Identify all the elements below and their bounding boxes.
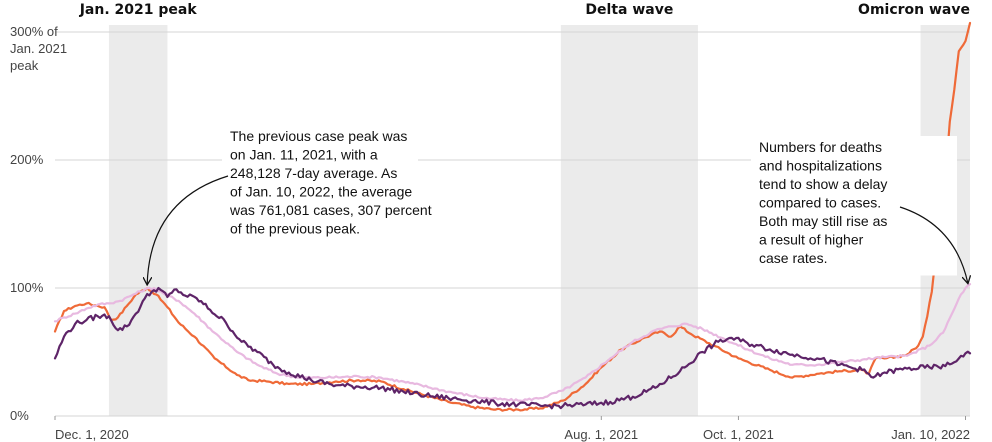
annotation-text: a result of higher	[759, 232, 864, 248]
x-tick-label: Dec. 1, 2020	[55, 427, 129, 442]
y-tick-label: 200%	[10, 152, 44, 167]
annotation-arrow	[147, 175, 229, 284]
y-tick-label: 100%	[10, 280, 44, 295]
wave-band	[560, 25, 698, 416]
annotation-box	[222, 125, 418, 246]
y-tick-label: 300% of	[10, 24, 58, 39]
annotation-text: and hospitalizations	[759, 158, 882, 174]
annotation-box	[751, 136, 957, 276]
wave-bands: Jan. 2021 peak Delta wave Omicron wave	[79, 2, 970, 416]
axis-labels: 0% 100% 200% 300% of Jan. 2021 peak Dec. 1, 20…	[10, 24, 970, 442]
annotation-text: 248,128 7-day average. As	[230, 165, 397, 181]
series-lines	[53, 21, 972, 412]
annotation-text: The previous case peak was	[230, 128, 407, 144]
y-tick-label: 0%	[10, 408, 29, 423]
annotation-arrow	[899, 206, 968, 283]
series-line	[53, 283, 972, 403]
annotation-text: Numbers for deaths	[759, 139, 882, 155]
annotation-text: of the previous peak.	[230, 221, 360, 237]
y-unit-label: Jan. 2021	[10, 41, 67, 56]
x-tick-label: Oct. 1, 2021	[703, 427, 774, 442]
annotation-text: Both may still rise as	[759, 213, 887, 229]
x-tick-label: Aug. 1, 2021	[564, 427, 638, 442]
annotation-text: case rates.	[759, 250, 827, 266]
y-unit-label: peak	[10, 58, 39, 73]
wave-label: Omicron wave	[858, 2, 970, 18]
series-line	[53, 286, 972, 410]
annotation-text: compared to cases.	[759, 195, 881, 211]
wave-band	[108, 25, 168, 416]
series-line	[53, 21, 972, 412]
annotations: The previous case peak was on Jan. 11, 20…	[147, 125, 968, 284]
x-tick-label: Jan. 10, 2022	[891, 427, 970, 442]
annotation-text: tend to show a delay	[759, 176, 887, 192]
annotation-text: on Jan. 11, 2021, with a	[230, 147, 378, 163]
wave-label: Jan. 2021 peak	[79, 2, 198, 18]
annotation-text: of Jan. 10, 2022, the average	[230, 184, 412, 200]
wave-label: Delta wave	[585, 2, 673, 18]
annotation-text: was 761,081 cases, 307 percent	[229, 202, 432, 218]
